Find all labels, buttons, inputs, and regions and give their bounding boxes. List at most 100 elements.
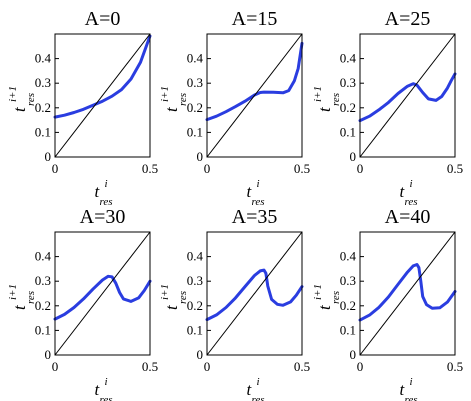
- x-tick-label: 0.5: [294, 359, 310, 374]
- y-tick-label: 0.2: [187, 100, 203, 115]
- x-tick-label: 0: [52, 359, 59, 374]
- y-axis-label: t i+1 res: [312, 86, 342, 112]
- y-tick-label: 0.1: [35, 322, 51, 337]
- y-tick-label: 0.1: [340, 322, 356, 337]
- chart-title: A=40: [385, 206, 431, 228]
- chart-title: A=30: [80, 206, 126, 228]
- x-axis-label-sub: res: [405, 196, 418, 208]
- x-axis-label-sub: res: [100, 394, 113, 401]
- x-axis-label: t i res: [400, 178, 418, 208]
- x-axis-label-sup: i: [410, 178, 413, 190]
- series-line-identity: [54, 33, 151, 158]
- y-tick-label: 0: [350, 149, 357, 164]
- x-tick-label: 0.5: [142, 359, 158, 374]
- x-axis-label: t i res: [95, 376, 113, 401]
- series-line-identity: [206, 33, 303, 158]
- y-axis-label-base: t: [162, 106, 181, 112]
- y-tick-label: 0.4: [340, 249, 357, 264]
- y-axis-label-sub: res: [177, 93, 189, 106]
- x-axis-label-sub: res: [252, 196, 265, 208]
- x-axis-label-base: t: [247, 380, 253, 399]
- chart-title: A=25: [385, 8, 431, 30]
- y-tick-label: 0: [197, 149, 204, 164]
- series-line-identity: [359, 33, 456, 158]
- x-tick-label: 0.5: [294, 161, 310, 176]
- y-axis-label-sub: res: [25, 93, 37, 106]
- y-axis-label-base: t: [162, 304, 181, 310]
- x-axis-label-base: t: [400, 182, 406, 201]
- series-line-identity: [359, 231, 456, 356]
- x-tick-label: 0: [357, 161, 364, 176]
- y-tick-label: 0: [350, 347, 357, 362]
- y-axis-label: t i+1 res: [7, 86, 37, 112]
- x-axis-label-sub: res: [100, 196, 113, 208]
- plot-frame: [206, 33, 303, 158]
- series-line-map: [53, 34, 152, 119]
- y-tick-label: 0.3: [35, 273, 51, 288]
- y-axis-label-base: t: [315, 106, 334, 112]
- x-tick-label: 0.5: [447, 161, 463, 176]
- x-axis-label-sub: res: [252, 394, 265, 401]
- y-tick-label: 0.2: [187, 298, 203, 313]
- plot-frame: [359, 231, 456, 356]
- y-axis-label: t i+1 res: [159, 284, 189, 310]
- y-tick-label: 0.1: [187, 124, 203, 139]
- x-axis-label-sup: i: [410, 376, 413, 388]
- y-axis-label: t i+1 res: [159, 86, 189, 112]
- y-axis-label: t i+1 res: [7, 284, 37, 310]
- y-tick-label: 0.4: [187, 51, 204, 66]
- x-axis-label-sup: i: [257, 376, 260, 388]
- x-axis-label-base: t: [247, 182, 253, 201]
- plot-frame: [54, 231, 151, 356]
- series-line-map: [358, 263, 457, 322]
- plot-frame: [206, 231, 303, 356]
- plot-frame: [54, 33, 151, 158]
- y-tick-label: 0.4: [35, 51, 52, 66]
- x-tick-label: 0: [52, 161, 59, 176]
- plot-frame: [359, 33, 456, 158]
- y-axis-label-sup: i+1: [159, 284, 171, 300]
- y-tick-label: 0.1: [35, 124, 51, 139]
- chart-title: A=15: [232, 8, 278, 30]
- y-axis-label-sup: i+1: [7, 86, 19, 102]
- y-tick-label: 0.4: [340, 51, 357, 66]
- y-axis-label-sup: i+1: [159, 86, 171, 102]
- series-line-identity: [206, 231, 303, 356]
- x-axis-label-base: t: [95, 182, 101, 201]
- x-tick-label: 0.5: [142, 161, 158, 176]
- y-axis-label-base: t: [315, 304, 334, 310]
- x-axis-label-base: t: [95, 380, 101, 399]
- y-axis-label-base: t: [10, 304, 29, 310]
- x-axis-label: t i res: [247, 178, 265, 208]
- y-tick-label: 0: [45, 149, 52, 164]
- x-tick-label: 0: [204, 359, 211, 374]
- y-tick-label: 0.2: [340, 100, 356, 115]
- y-tick-label: 0.1: [187, 322, 203, 337]
- x-axis-label-sup: i: [105, 376, 108, 388]
- y-axis-label-sup: i+1: [7, 284, 19, 300]
- y-axis-label-sup: i+1: [312, 86, 324, 102]
- x-axis-label: t i res: [247, 376, 265, 401]
- chart-title: A=35: [232, 206, 278, 228]
- y-tick-label: 0: [45, 347, 52, 362]
- y-tick-label: 0.4: [35, 249, 52, 264]
- x-axis-label: t i res: [95, 178, 113, 208]
- x-axis-label-sub: res: [405, 394, 418, 401]
- y-tick-label: 0.3: [340, 273, 356, 288]
- x-axis-label-base: t: [400, 380, 406, 399]
- y-axis-label-sub: res: [25, 291, 37, 304]
- y-tick-label: 0.4: [187, 249, 204, 264]
- y-tick-label: 0.3: [35, 75, 51, 90]
- y-tick-label: 0.1: [340, 124, 356, 139]
- y-axis-label-sub: res: [330, 93, 342, 106]
- series-line-map: [53, 274, 152, 321]
- y-tick-label: 0.3: [187, 75, 203, 90]
- series-line-map: [205, 268, 304, 322]
- x-axis-label-sup: i: [257, 178, 260, 190]
